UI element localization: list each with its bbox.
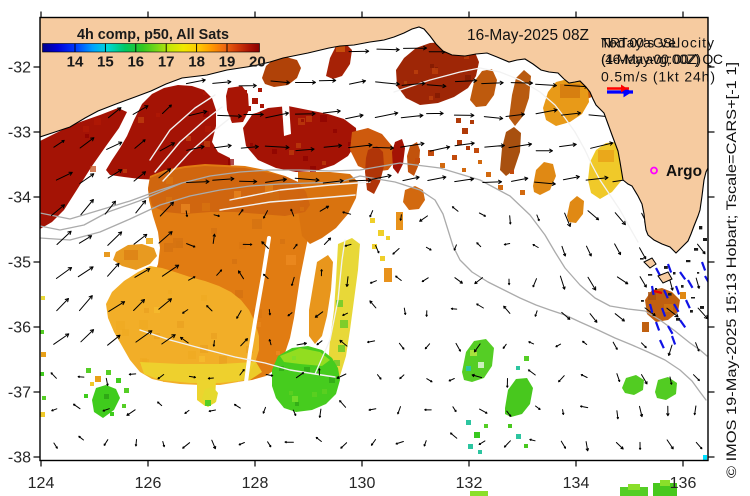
svg-text:Today's velocity: Today's velocity bbox=[601, 35, 714, 51]
svg-text:16: 16 bbox=[127, 54, 144, 71]
svg-text:132: 132 bbox=[456, 475, 483, 492]
svg-text:18: 18 bbox=[188, 54, 205, 71]
svg-text:-36: -36 bbox=[8, 320, 31, 337]
svg-text:124: 124 bbox=[28, 475, 55, 492]
svg-text:-34: -34 bbox=[8, 190, 31, 207]
svg-text:0.5m/s (1kt 24h): 0.5m/s (1kt 24h) bbox=[601, 69, 715, 85]
svg-text:136: 136 bbox=[670, 475, 697, 492]
svg-text:-35: -35 bbox=[8, 255, 31, 272]
svg-text:-33: -33 bbox=[8, 125, 31, 142]
svg-text:17: 17 bbox=[158, 54, 175, 71]
svg-text:Argo: Argo bbox=[666, 163, 702, 180]
svg-text:14: 14 bbox=[67, 54, 84, 71]
svg-text:4h comp, p50, All Sats: 4h comp, p50, All Sats bbox=[77, 27, 229, 43]
svg-text:© IMOS 19-May-2025 15:13 Hobar: © IMOS 19-May-2025 15:13 Hobart; Tscale=… bbox=[723, 62, 739, 478]
svg-text:(4-May avg; 00Z): (4-May avg; 00Z) bbox=[601, 51, 701, 67]
svg-text:126: 126 bbox=[135, 475, 162, 492]
svg-text:NRT 00a GSL: NRT 00a GSL bbox=[601, 35, 679, 51]
svg-text:15: 15 bbox=[97, 54, 114, 71]
svg-text:16-May-2025 08Z: 16-May-2025 08Z bbox=[467, 27, 589, 44]
svg-text:20: 20 bbox=[249, 54, 266, 71]
svg-text:-38: -38 bbox=[8, 450, 31, 467]
svg-text:(16-May-00:00Z) QC: (16-May-00:00Z) QC bbox=[601, 51, 723, 67]
svg-text:130: 130 bbox=[349, 475, 376, 492]
svg-text:134: 134 bbox=[563, 475, 590, 492]
svg-text:128: 128 bbox=[242, 475, 269, 492]
svg-text:19: 19 bbox=[219, 54, 236, 71]
svg-text:-32: -32 bbox=[8, 60, 31, 77]
svg-text:-37: -37 bbox=[8, 385, 31, 402]
